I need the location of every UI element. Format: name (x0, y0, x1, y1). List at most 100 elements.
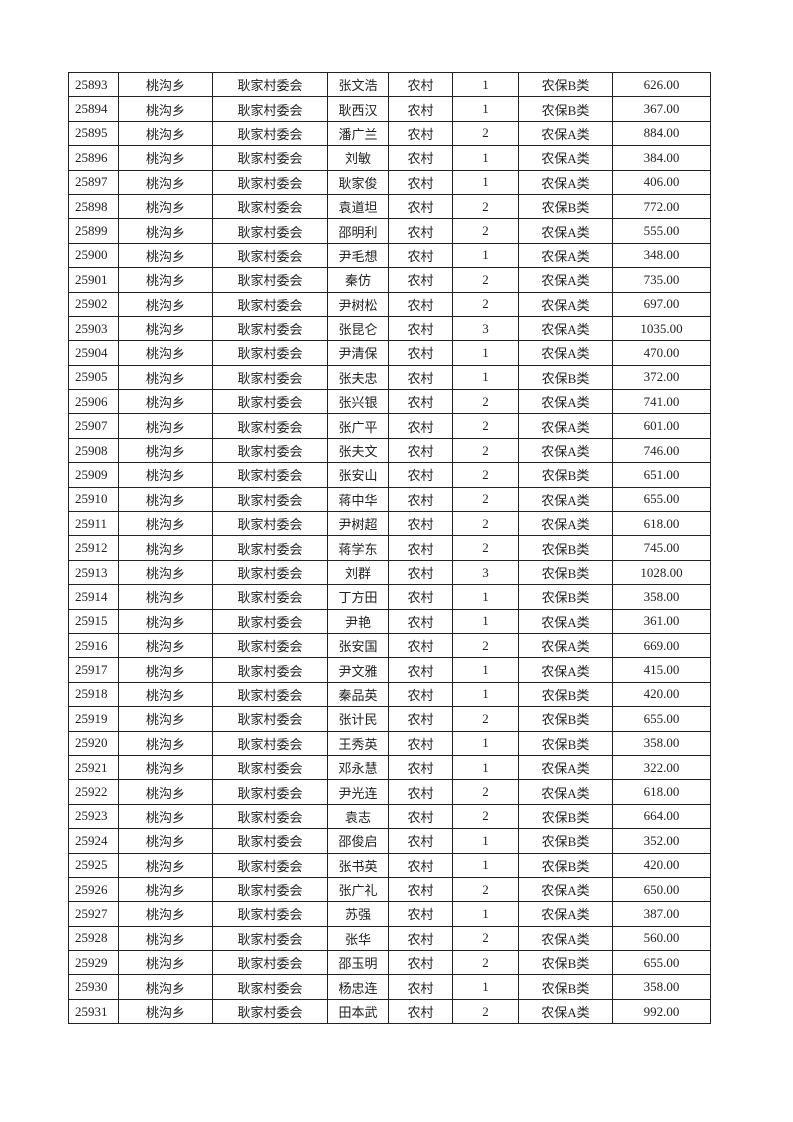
insurance-category-cell: 农保A类 (518, 218, 613, 244)
village-committee-cell: 耿家村委会 (212, 364, 328, 391)
insurance-category-cell: 农保B类 (518, 706, 613, 732)
person-name-cell: 张夫忠 (327, 364, 389, 391)
amount-cell: 992.00 (612, 998, 711, 1025)
amount-cell: 358.00 (612, 974, 711, 1000)
township-cell: 桃沟乡 (118, 754, 213, 781)
household-type-cell: 农村 (388, 876, 453, 903)
member-count-cell: 1 (452, 608, 519, 634)
table-row: 25923 桃沟乡 耿家村委会 袁志 农村 2 农保B类 664.00 (68, 803, 711, 830)
household-type-cell: 农村 (388, 584, 453, 610)
person-name-cell: 刘敏 (327, 145, 389, 171)
household-type-cell: 农村 (388, 559, 453, 586)
person-name-cell: 张华 (327, 925, 389, 952)
record-id-cell: 25930 (68, 974, 119, 1000)
person-name-cell: 秦品英 (327, 681, 389, 708)
village-committee-cell: 耿家村委会 (212, 974, 328, 1000)
person-name-cell: 张广平 (327, 413, 389, 439)
table-row: 25894 桃沟乡 耿家村委会 耿西汉 农村 1 农保B类 367.00 (68, 96, 711, 122)
table-row: 25927 桃沟乡 耿家村委会 苏强 农村 1 农保A类 387.00 (68, 901, 711, 927)
amount-cell: 741.00 (612, 389, 711, 415)
insurance-category-cell: 农保A类 (518, 242, 613, 269)
person-name-cell: 田本武 (327, 998, 389, 1025)
township-cell: 桃沟乡 (118, 145, 213, 171)
record-id-cell: 25923 (68, 803, 119, 830)
township-cell: 桃沟乡 (118, 389, 213, 415)
person-name-cell: 刘群 (327, 559, 389, 586)
record-id-cell: 25911 (68, 511, 119, 537)
amount-cell: 1028.00 (612, 559, 711, 586)
village-committee-cell: 耿家村委会 (212, 71, 328, 98)
amount-cell: 352.00 (612, 828, 711, 854)
household-type-cell: 农村 (388, 340, 453, 366)
record-id-cell: 25917 (68, 657, 119, 683)
township-cell: 桃沟乡 (118, 242, 213, 269)
table-row: 25901 桃沟乡 耿家村委会 秦仿 农村 2 农保A类 735.00 (68, 267, 711, 293)
member-count-cell: 2 (452, 389, 519, 415)
record-id-cell: 25905 (68, 364, 119, 391)
village-committee-cell: 耿家村委会 (212, 462, 328, 488)
member-count-cell: 2 (452, 803, 519, 830)
amount-cell: 884.00 (612, 120, 711, 147)
insurance-category-cell: 农保A类 (518, 876, 613, 903)
person-name-cell: 张安山 (327, 462, 389, 488)
member-count-cell: 1 (452, 852, 519, 878)
member-count-cell: 3 (452, 315, 519, 342)
table-row: 25929 桃沟乡 耿家村委会 邵玉明 农村 2 农保B类 655.00 (68, 950, 711, 976)
amount-cell: 655.00 (612, 706, 711, 732)
township-cell: 桃沟乡 (118, 925, 213, 952)
table-row: 25903 桃沟乡 耿家村委会 张昆仑 农村 3 农保A类 1035.00 (68, 315, 711, 342)
village-committee-cell: 耿家村委会 (212, 486, 328, 513)
table-row: 25896 桃沟乡 耿家村委会 刘敏 农村 1 农保A类 384.00 (68, 145, 711, 171)
record-id-cell: 25900 (68, 242, 119, 269)
township-cell: 桃沟乡 (118, 315, 213, 342)
record-id-cell: 25902 (68, 291, 119, 317)
table-row: 25928 桃沟乡 耿家村委会 张华 农村 2 农保A类 560.00 (68, 925, 711, 952)
village-committee-cell: 耿家村委会 (212, 315, 328, 342)
village-committee-cell: 耿家村委会 (212, 535, 328, 561)
amount-cell: 772.00 (612, 193, 711, 220)
household-type-cell: 农村 (388, 120, 453, 147)
amount-cell: 669.00 (612, 632, 711, 659)
member-count-cell: 2 (452, 876, 519, 903)
insurance-category-cell: 农保A类 (518, 389, 613, 415)
record-id-cell: 25895 (68, 120, 119, 147)
record-id-cell: 25915 (68, 608, 119, 634)
village-committee-cell: 耿家村委会 (212, 584, 328, 610)
township-cell: 桃沟乡 (118, 608, 213, 634)
insurance-category-cell: 农保A类 (518, 145, 613, 171)
township-cell: 桃沟乡 (118, 950, 213, 976)
person-name-cell: 尹光连 (327, 779, 389, 805)
insurance-category-cell: 农保B类 (518, 828, 613, 854)
insurance-category-cell: 农保A类 (518, 608, 613, 634)
member-count-cell: 1 (452, 681, 519, 708)
table-row: 25917 桃沟乡 耿家村委会 尹文雅 农村 1 农保A类 415.00 (68, 657, 711, 683)
household-type-cell: 农村 (388, 681, 453, 708)
record-id-cell: 25904 (68, 340, 119, 366)
household-type-cell: 农村 (388, 706, 453, 732)
village-committee-cell: 耿家村委会 (212, 901, 328, 927)
insurance-category-cell: 农保B类 (518, 730, 613, 756)
person-name-cell: 张广礼 (327, 876, 389, 903)
amount-cell: 361.00 (612, 608, 711, 634)
village-committee-cell: 耿家村委会 (212, 511, 328, 537)
member-count-cell: 1 (452, 340, 519, 366)
member-count-cell: 2 (452, 998, 519, 1025)
record-id-cell: 25916 (68, 632, 119, 659)
table-row: 25919 桃沟乡 耿家村委会 张计民 农村 2 农保B类 655.00 (68, 706, 711, 732)
insurance-category-cell: 农保B类 (518, 193, 613, 220)
insurance-category-cell: 农保A类 (518, 901, 613, 927)
member-count-cell: 2 (452, 218, 519, 244)
amount-cell: 372.00 (612, 364, 711, 391)
person-name-cell: 王秀英 (327, 730, 389, 756)
person-name-cell: 张书英 (327, 852, 389, 878)
person-name-cell: 邵玉明 (327, 950, 389, 976)
township-cell: 桃沟乡 (118, 730, 213, 756)
member-count-cell: 1 (452, 584, 519, 610)
record-id-cell: 25901 (68, 267, 119, 293)
person-name-cell: 丁方田 (327, 584, 389, 610)
person-name-cell: 蒋学东 (327, 535, 389, 561)
township-cell: 桃沟乡 (118, 584, 213, 610)
village-committee-cell: 耿家村委会 (212, 803, 328, 830)
household-type-cell: 农村 (388, 145, 453, 171)
household-type-cell: 农村 (388, 315, 453, 342)
